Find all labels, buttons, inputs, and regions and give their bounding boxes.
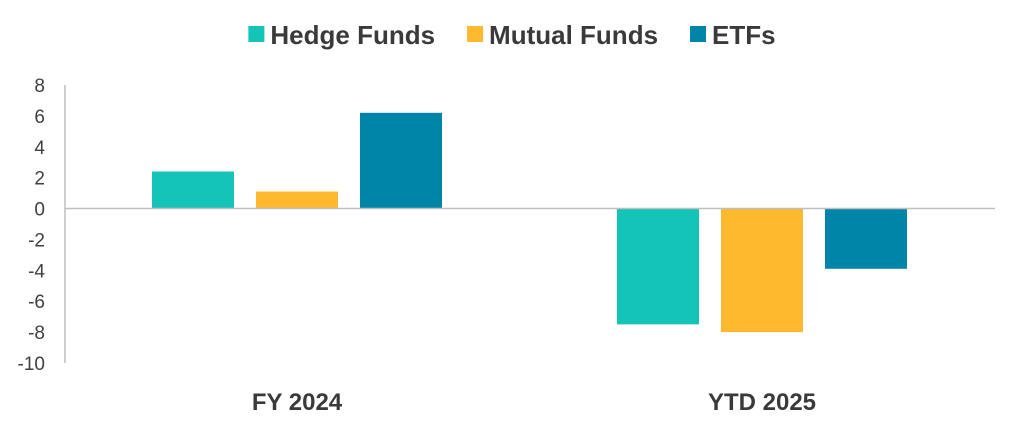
y-tick-label: 4 xyxy=(34,138,45,159)
y-tick-label: -8 xyxy=(28,323,45,344)
legend-item: ETFs xyxy=(690,20,776,50)
y-tick-labels: 8 6 4 2 0 -2 -4 -6 -8 -10 xyxy=(18,76,46,375)
y-tick-label: -6 xyxy=(28,292,45,313)
y-tick-label: 6 xyxy=(34,107,45,128)
legend-item: Mutual Funds xyxy=(467,20,658,50)
category-label: FY 2024 xyxy=(252,389,343,416)
legend-swatch xyxy=(467,26,484,42)
legend-item: Hedge Funds xyxy=(248,20,435,50)
bar xyxy=(617,208,699,325)
legend-label: ETFs xyxy=(712,20,776,50)
bar xyxy=(152,171,234,209)
y-tick-label: -2 xyxy=(28,230,45,251)
category-labels: FY 2024 YTD 2025 xyxy=(252,389,816,416)
legend-label: Mutual Funds xyxy=(489,20,658,50)
y-tick-label: 8 xyxy=(34,76,45,97)
bar xyxy=(256,191,338,209)
y-tick-label: -4 xyxy=(28,261,45,282)
legend-label: Hedge Funds xyxy=(270,20,435,50)
category-label: YTD 2025 xyxy=(708,389,816,416)
legend-swatch xyxy=(690,26,707,42)
legend: Hedge Funds Mutual Funds ETFs xyxy=(248,20,776,50)
y-tick-label: 2 xyxy=(34,169,45,190)
bar xyxy=(360,112,442,209)
y-tick-label: 0 xyxy=(34,200,45,221)
legend-swatch xyxy=(248,26,265,42)
bar xyxy=(825,208,907,269)
y-tick-label: -10 xyxy=(18,354,45,375)
bars xyxy=(152,112,907,333)
bar xyxy=(721,208,803,333)
